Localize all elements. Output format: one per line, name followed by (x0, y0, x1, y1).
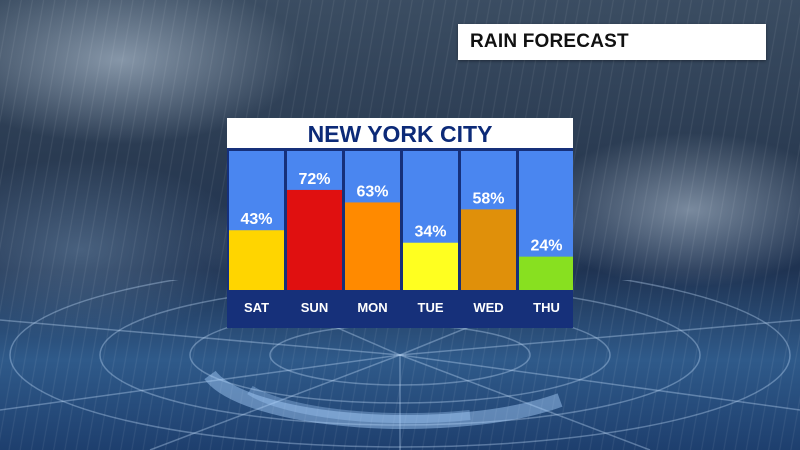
day-label-thu: THU (533, 300, 560, 315)
value-label-thu: 24% (530, 238, 562, 255)
bar-sat (229, 230, 284, 290)
bars-svg: 43% 72% 63% 34% 58% 24% (229, 151, 573, 290)
bar-mon (345, 202, 400, 290)
day-label-mon: MON (357, 300, 388, 315)
rain-chart: NEW YORK CITY 43% 72% 63% 34% 58% 24% SAT SUN M… (227, 118, 573, 328)
value-label-tue: 34% (414, 224, 446, 241)
day-label-tue: TUE (417, 300, 444, 315)
day-label-wed: WED (473, 300, 504, 315)
day-label-sat: SAT (243, 300, 270, 315)
rain-forecast-label: RAIN FORECAST (470, 31, 629, 52)
chart-title-bar: NEW YORK CITY (227, 118, 573, 148)
radar-graphic (0, 280, 800, 450)
bar-tue (403, 242, 458, 290)
day-label-sun: SUN (300, 300, 329, 315)
value-label-wed: 58% (472, 190, 504, 207)
value-label-sat: 43% (240, 211, 272, 228)
value-label-sun: 72% (298, 171, 330, 188)
chart-title: NEW YORK CITY (307, 121, 493, 147)
bar-wed (461, 209, 516, 290)
rain-forecast-tag: RAIN FORECAST (458, 24, 766, 60)
bar-sun (287, 189, 342, 290)
value-label-mon: 63% (356, 183, 388, 200)
chart-plot: 43% 72% 63% 34% 58% 24% SAT SUN MON TUE WED THU (227, 148, 573, 328)
bar-thu (519, 256, 573, 290)
